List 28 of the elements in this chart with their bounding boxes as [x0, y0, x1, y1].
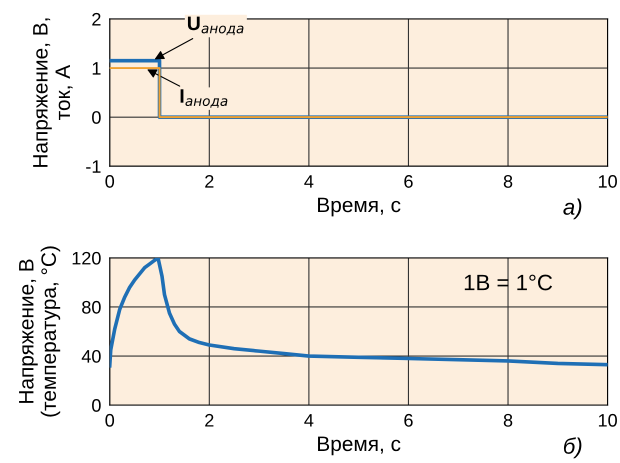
- series-label: U$_{анода}$: [188, 16, 244, 36]
- x-axis-title: Время, с: [318, 436, 400, 456]
- x-tick-label: 8: [504, 414, 512, 427]
- y-tick-label: -1: [86, 160, 101, 173]
- text: а): [563, 198, 582, 220]
- x-tick-label: 2: [205, 175, 214, 188]
- y-tick-label: 0: [92, 111, 101, 124]
- x-tick-label: 10: [598, 414, 617, 427]
- x-tick-label: 8: [504, 175, 512, 188]
- text: б): [564, 437, 582, 458]
- y-axis-title: Напряжение, В, ток, А: [33, 18, 73, 167]
- x-axis-title: Время, с: [318, 198, 400, 216]
- y-tick-label: 0: [92, 399, 101, 412]
- x-tick-label: 4: [304, 414, 314, 427]
- series-label: I$_{анода}$: [180, 89, 228, 108]
- y-tick-label: 1: [92, 62, 101, 75]
- x-tick-label: 10: [598, 175, 617, 188]
- y-tick-label: 120: [72, 252, 101, 265]
- y-tick-label: 80: [82, 300, 101, 314]
- y-tick-label: 2: [92, 12, 100, 26]
- y-tick-label: 40: [82, 350, 101, 363]
- x-tick-label: 6: [404, 414, 413, 427]
- x-tick-label: 0: [105, 414, 114, 427]
- x-tick-label: 0: [105, 175, 114, 188]
- x-tick-label: 6: [404, 175, 413, 188]
- x-tick-label: 4: [304, 175, 314, 188]
- x-tick-label: 2: [205, 414, 214, 427]
- y-axis-title: Напряжение, В (температура, °C): [19, 246, 60, 417]
